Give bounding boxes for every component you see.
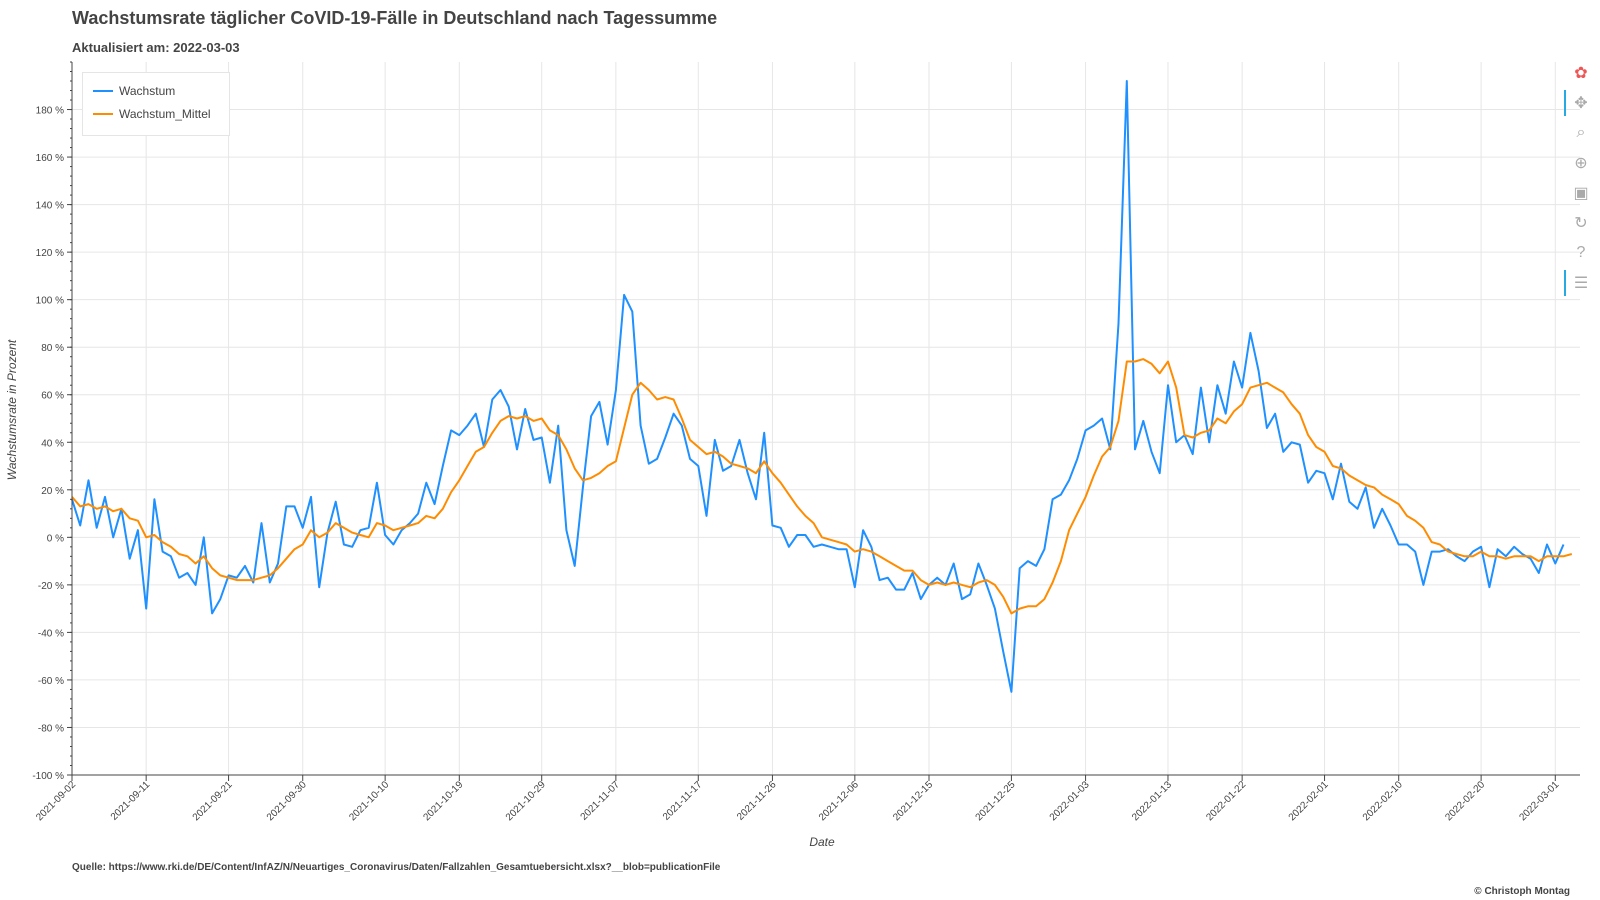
x-tick-label: 2021-12-06 [817, 779, 861, 823]
help-tool-icon[interactable]: ? [1576, 244, 1586, 261]
x-axis-title: Date [809, 835, 835, 849]
legend[interactable]: Wachstum Wachstum_Mittel [82, 72, 230, 136]
x-tick-label: 2021-09-30 [265, 779, 309, 823]
series-layer [71, 80, 1573, 693]
y-tick-label: 160 % [36, 153, 64, 164]
series-line-wachstum-mittel[interactable] [71, 358, 1573, 615]
y-tick-label: -80 % [38, 723, 64, 734]
x-tick-label: 2022-01-13 [1130, 779, 1174, 823]
legend-swatch-wachstum-mittel [93, 113, 113, 115]
hover-tool-icon[interactable]: ☰ [1564, 270, 1594, 296]
x-tick-label: 2022-03-01 [1517, 779, 1561, 823]
copyright-note: © Christoph Montag [1474, 886, 1570, 897]
legend-label-wachstum-mittel: Wachstum_Mittel [119, 107, 211, 121]
x-tick-label: 2022-02-01 [1287, 779, 1331, 823]
page-subtitle: Aktualisiert am: 2022-03-03 [72, 40, 240, 55]
y-tick-label: 20 % [41, 486, 64, 497]
x-tick-label: 2021-11-26 [735, 779, 779, 823]
y-tick-label: -100 % [32, 771, 64, 782]
x-tick-label: 2021-09-02 [34, 779, 78, 823]
y-tick-label: 120 % [36, 248, 64, 259]
x-tick-label: 2022-02-20 [1443, 779, 1487, 823]
series-line-wachstum[interactable] [71, 80, 1565, 693]
save-tool-icon[interactable]: ▣ [1573, 185, 1589, 202]
source-note: Quelle: https://www.rki.de/DE/Content/In… [72, 862, 721, 873]
reset-tool-icon[interactable]: ↻ [1574, 215, 1588, 232]
x-tick-label: 2021-12-15 [891, 779, 935, 823]
x-tick-label: 2022-01-22 [1204, 779, 1248, 823]
y-tick-label: 60 % [41, 391, 64, 402]
y-tick-label: -60 % [38, 676, 64, 687]
page-title: Wachstumsrate täglicher CoVID-19-Fälle i… [72, 8, 718, 28]
y-tick-label: 180 % [36, 106, 64, 117]
grid [71, 62, 1580, 776]
y-tick-label: 100 % [36, 296, 64, 307]
legend-item-wachstum-mittel[interactable]: Wachstum_Mittel [93, 105, 211, 123]
x-tick-label: 2022-02-10 [1361, 779, 1405, 823]
legend-label-wachstum: Wachstum [119, 84, 176, 98]
x-tick-label: 2021-11-17 [661, 779, 705, 823]
x-tick-label: 2021-12-25 [974, 779, 1018, 823]
x-tick-label: 2021-10-29 [504, 779, 548, 823]
x-tick-label: 2021-11-07 [579, 779, 623, 823]
box-zoom-tool-icon[interactable]: ⌕ [1576, 124, 1586, 141]
x-tick-label: 2022-01-03 [1048, 779, 1092, 823]
y-axis-title: Wachstumsrate in Prozent [5, 339, 19, 480]
y-tick-label: -40 % [38, 628, 64, 639]
x-tick-label: 2021-09-21 [191, 779, 235, 823]
y-tick-label: 0 % [47, 533, 64, 544]
wheel-zoom-tool-icon[interactable]: ⊕ [1574, 155, 1588, 172]
x-tick-label: 2021-09-11 [109, 779, 153, 823]
y-tick-label: 140 % [36, 201, 64, 212]
bokeh-logo-icon[interactable]: ✿ [1574, 65, 1588, 82]
pan-tool-icon[interactable]: ✥ [1564, 90, 1594, 116]
x-tick-label: 2021-10-19 [421, 779, 465, 823]
y-tick-label: 80 % [41, 343, 64, 354]
y-tick-label: 40 % [41, 438, 64, 449]
chart-toolbar: ✿ ✥ ⌕ ⊕ ▣ ↻ ? ☰ [1564, 60, 1596, 300]
x-tick-label: 2021-10-10 [347, 779, 391, 823]
legend-swatch-wachstum [93, 90, 113, 92]
y-tick-label: -20 % [38, 581, 64, 592]
legend-item-wachstum[interactable]: Wachstum [93, 82, 175, 100]
